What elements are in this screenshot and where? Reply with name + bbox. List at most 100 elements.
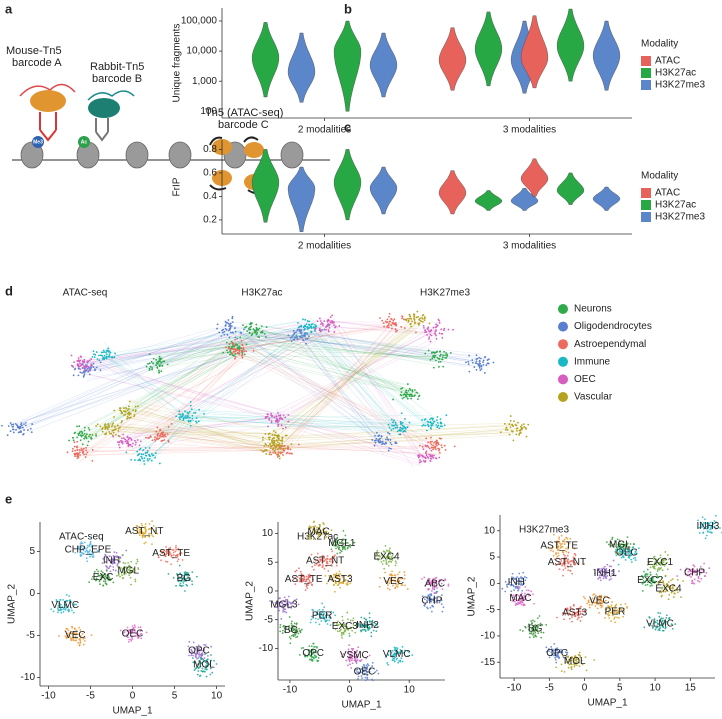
cell-point — [407, 588, 409, 590]
cell-point — [73, 439, 75, 441]
cell-point — [151, 460, 153, 462]
cell-point — [161, 365, 163, 367]
cell-point — [305, 338, 307, 340]
cell-point — [284, 445, 286, 447]
cell-point — [374, 435, 376, 437]
y-tick-label: 0.8 — [203, 144, 217, 155]
cell-point — [68, 440, 70, 442]
cell-point — [130, 417, 132, 419]
cell-point — [157, 427, 159, 429]
cell-point — [270, 413, 272, 415]
cell-point — [441, 358, 443, 360]
cell-point — [375, 442, 377, 444]
cell-point — [430, 441, 432, 443]
cell-point — [196, 417, 198, 419]
cell-point — [429, 334, 431, 336]
cell-point — [272, 415, 274, 417]
cell-point — [129, 437, 131, 439]
cell-point — [627, 536, 629, 538]
cell-point — [437, 443, 439, 445]
cell-point — [288, 453, 290, 455]
cell-point — [188, 641, 190, 643]
cell-point — [439, 322, 441, 324]
cell-point — [398, 433, 400, 435]
cell-point — [571, 621, 573, 623]
cell-point — [294, 332, 296, 334]
cell-point — [389, 313, 391, 315]
cell-point — [385, 545, 387, 547]
cell-point — [467, 361, 469, 363]
cell-point — [618, 570, 620, 572]
cell-point — [334, 591, 336, 593]
cell-point — [366, 678, 368, 680]
cell-point — [403, 394, 405, 396]
cell-point — [291, 340, 293, 342]
cell-point — [580, 620, 582, 622]
cell-point — [620, 604, 622, 606]
cell-point — [168, 426, 170, 428]
cell-point — [465, 361, 467, 363]
cell-point — [30, 428, 32, 430]
cell-point — [409, 422, 411, 424]
cluster-label: BG — [284, 625, 299, 636]
cell-point — [317, 553, 319, 555]
cluster-label: EXC — [93, 572, 114, 583]
cell-point — [126, 443, 128, 445]
cell-point — [341, 633, 343, 635]
cell-point — [562, 575, 564, 577]
cell-point — [147, 363, 149, 365]
cell-point — [561, 670, 563, 672]
cell-point — [159, 364, 161, 366]
cell-point — [347, 618, 349, 620]
cell-point — [527, 424, 529, 426]
cell-point — [410, 318, 412, 320]
cell-point — [248, 328, 250, 330]
cell-point — [667, 568, 669, 570]
cell-point — [396, 427, 398, 429]
cluster-label: AST_TE — [152, 548, 190, 559]
cell-point — [83, 454, 85, 456]
cell-point — [429, 448, 431, 450]
legend-swatch — [641, 188, 651, 198]
cell-point — [82, 360, 84, 362]
cell-point — [387, 664, 389, 666]
cell-point — [284, 596, 286, 598]
cell-point — [569, 570, 571, 572]
cell-point — [155, 359, 157, 361]
cell-point — [162, 431, 164, 433]
cell-point — [178, 410, 180, 412]
cell-point — [223, 334, 225, 336]
cell-point — [468, 355, 470, 357]
cell-point — [398, 660, 400, 662]
cell-point — [413, 316, 415, 318]
cell-point — [90, 437, 92, 439]
x-axis-label: UMAP_1 — [112, 706, 152, 717]
cell-point — [324, 575, 326, 577]
cell-point — [662, 580, 664, 582]
cell-point — [423, 448, 425, 450]
nucleosome — [281, 142, 303, 168]
cell-point — [130, 561, 132, 563]
cell-point — [415, 332, 417, 334]
cell-point — [75, 453, 77, 455]
cell-point — [163, 360, 165, 362]
x-axis-label: UMAP_1 — [341, 700, 381, 711]
cell-point — [78, 425, 80, 427]
cell-point — [193, 641, 195, 643]
cell-point — [437, 416, 439, 418]
cell-point — [411, 320, 413, 322]
cell-point — [407, 398, 409, 400]
y-tick-label: 5 — [29, 546, 35, 557]
antibody — [96, 118, 108, 140]
y-tick-label: -5 — [486, 604, 495, 615]
cell-point — [433, 442, 435, 444]
cell-point — [155, 364, 157, 366]
cell-point — [92, 434, 94, 436]
cell-point — [313, 643, 315, 645]
cell-point — [141, 458, 143, 460]
cell-point — [406, 393, 408, 395]
cell-point — [236, 338, 238, 340]
cell-point — [229, 347, 231, 349]
cell-point — [104, 428, 106, 430]
